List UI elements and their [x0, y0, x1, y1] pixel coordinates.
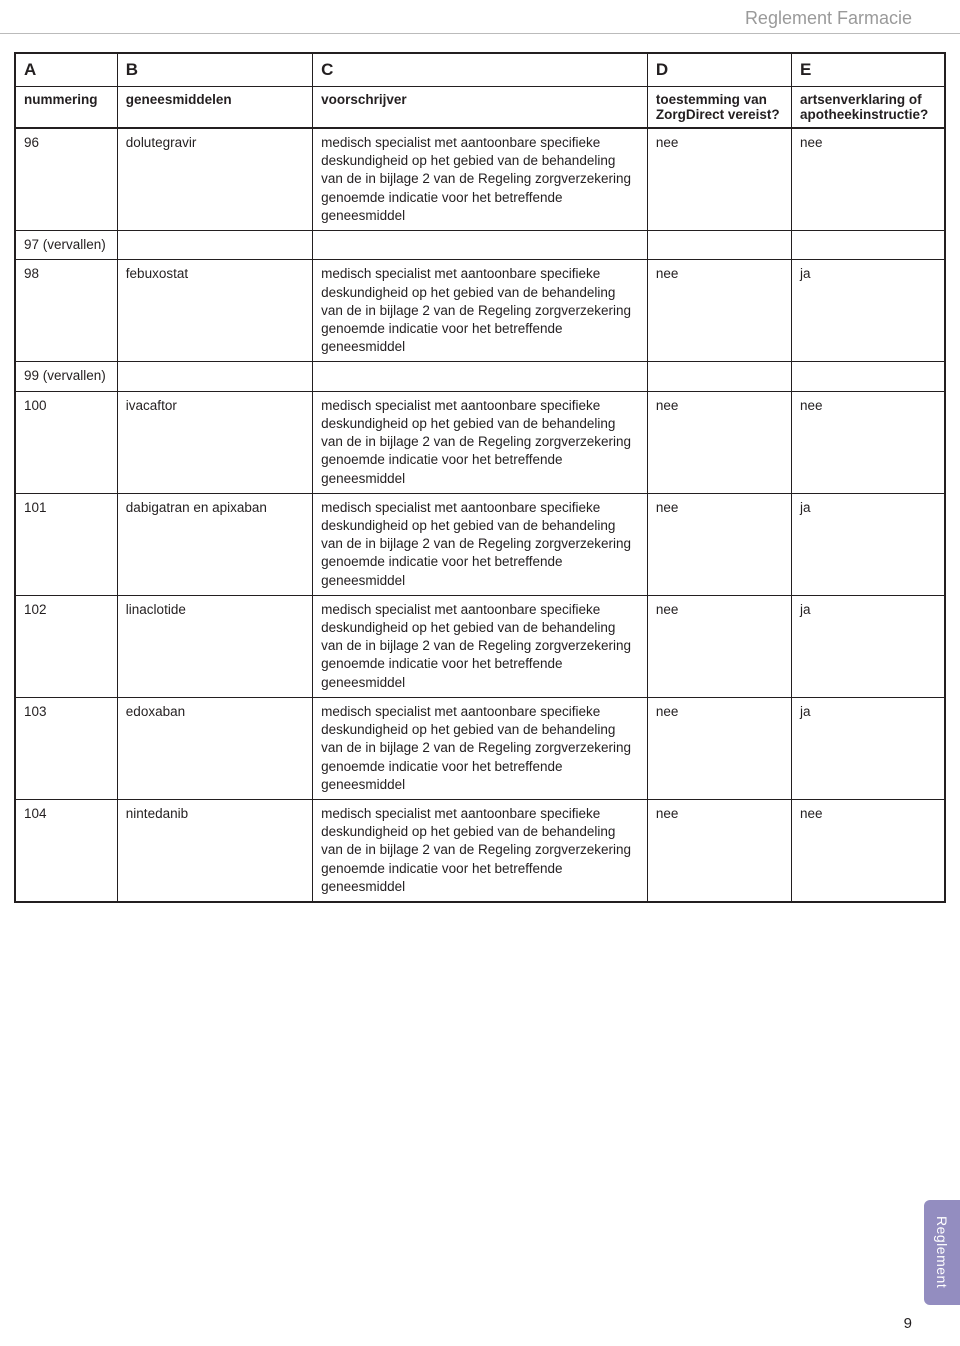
header-title: Reglement Farmacie	[745, 8, 912, 28]
cell-toestemming: nee	[647, 493, 791, 595]
col-label-toestemming: toestemming van ZorgDirect vereist?	[647, 87, 791, 129]
cell-toestemming	[647, 362, 791, 391]
cell-nummering: 97 (vervallen)	[15, 231, 117, 260]
col-letter-b: B	[117, 53, 312, 87]
col-letter-e: E	[792, 53, 945, 87]
cell-geneesmiddel: dolutegravir	[117, 128, 312, 231]
col-label-artsenverklaring: artsenverklaring of apotheekinstructie?	[792, 87, 945, 129]
cell-nummering: 104	[15, 800, 117, 903]
side-tab: Reglement	[924, 1200, 960, 1305]
cell-artsenverklaring: nee	[792, 128, 945, 231]
table-row: 101dabigatran en apixabanmedisch special…	[15, 493, 945, 595]
cell-geneesmiddel: ivacaftor	[117, 391, 312, 493]
table-row: 96dolutegravirmedisch specialist met aan…	[15, 128, 945, 231]
cell-geneesmiddel: dabigatran en apixaban	[117, 493, 312, 595]
cell-nummering: 96	[15, 128, 117, 231]
col-label-voorschrijver: voorschrijver	[313, 87, 648, 129]
cell-voorschrijver: medisch specialist met aantoonbare speci…	[313, 260, 648, 362]
table-body: 96dolutegravirmedisch specialist met aan…	[15, 128, 945, 902]
table-row: 102linaclotidemedisch specialist met aan…	[15, 595, 945, 697]
cell-nummering: 100	[15, 391, 117, 493]
cell-geneesmiddel	[117, 231, 312, 260]
cell-voorschrijver: medisch specialist met aantoonbare speci…	[313, 493, 648, 595]
cell-geneesmiddel	[117, 362, 312, 391]
cell-toestemming: nee	[647, 595, 791, 697]
cell-artsenverklaring: ja	[792, 697, 945, 799]
cell-nummering: 103	[15, 697, 117, 799]
table-row: 97 (vervallen)	[15, 231, 945, 260]
cell-geneesmiddel: linaclotide	[117, 595, 312, 697]
cell-artsenverklaring	[792, 362, 945, 391]
col-label-nummering: nummering	[15, 87, 117, 129]
table-row: 99 (vervallen)	[15, 362, 945, 391]
table-row: 104nintedanibmedisch specialist met aant…	[15, 800, 945, 903]
cell-artsenverklaring: nee	[792, 800, 945, 903]
cell-artsenverklaring: ja	[792, 493, 945, 595]
cell-nummering: 99 (vervallen)	[15, 362, 117, 391]
cell-nummering: 98	[15, 260, 117, 362]
cell-toestemming: nee	[647, 260, 791, 362]
cell-nummering: 102	[15, 595, 117, 697]
col-letter-c: C	[313, 53, 648, 87]
cell-voorschrijver: medisch specialist met aantoonbare speci…	[313, 800, 648, 903]
reglement-table: A B C D E nummering geneesmiddelen voors…	[14, 52, 946, 903]
cell-toestemming	[647, 231, 791, 260]
cell-voorschrijver: medisch specialist met aantoonbare speci…	[313, 595, 648, 697]
cell-nummering: 101	[15, 493, 117, 595]
cell-voorschrijver: medisch specialist met aantoonbare speci…	[313, 128, 648, 231]
page-header: Reglement Farmacie	[0, 0, 960, 34]
table-row: 100ivacaftormedisch specialist met aanto…	[15, 391, 945, 493]
cell-toestemming: nee	[647, 128, 791, 231]
cell-voorschrijver: medisch specialist met aantoonbare speci…	[313, 391, 648, 493]
cell-artsenverklaring: ja	[792, 260, 945, 362]
cell-artsenverklaring: nee	[792, 391, 945, 493]
col-letter-d: D	[647, 53, 791, 87]
cell-geneesmiddel: febuxostat	[117, 260, 312, 362]
header-row-letters: A B C D E	[15, 53, 945, 87]
cell-voorschrijver	[313, 231, 648, 260]
cell-voorschrijver: medisch specialist met aantoonbare speci…	[313, 697, 648, 799]
side-tab-label: Reglement	[934, 1216, 950, 1288]
cell-artsenverklaring	[792, 231, 945, 260]
header-row-labels: nummering geneesmiddelen voorschrijver t…	[15, 87, 945, 129]
col-letter-a: A	[15, 53, 117, 87]
cell-artsenverklaring: ja	[792, 595, 945, 697]
col-label-geneesmiddelen: geneesmiddelen	[117, 87, 312, 129]
table-row: 103edoxabanmedisch specialist met aantoo…	[15, 697, 945, 799]
cell-toestemming: nee	[647, 800, 791, 903]
cell-geneesmiddel: nintedanib	[117, 800, 312, 903]
table-container: A B C D E nummering geneesmiddelen voors…	[0, 52, 960, 903]
cell-toestemming: nee	[647, 697, 791, 799]
page-number: 9	[904, 1315, 912, 1332]
table-row: 98febuxostatmedisch specialist met aanto…	[15, 260, 945, 362]
cell-voorschrijver	[313, 362, 648, 391]
cell-geneesmiddel: edoxaban	[117, 697, 312, 799]
cell-toestemming: nee	[647, 391, 791, 493]
